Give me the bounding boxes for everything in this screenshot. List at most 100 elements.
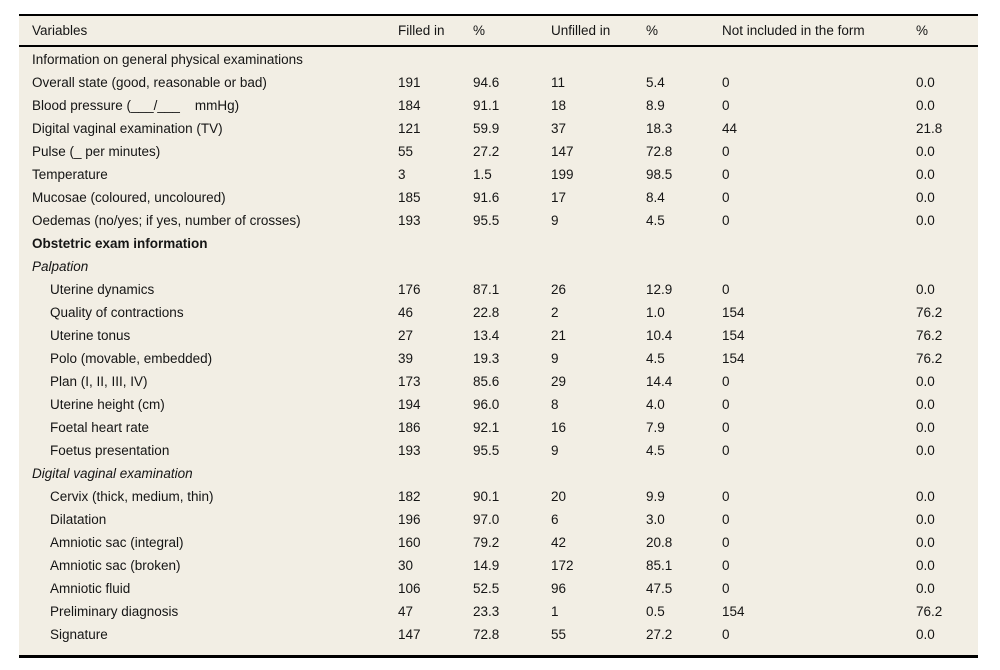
value-cell: 96 <box>551 581 567 596</box>
value-cell: 1 <box>551 604 559 619</box>
value-cell: 12.9 <box>646 282 673 297</box>
table-row: Preliminary diagnosis 47 23.3 1 0.5 154 76.2 <box>19 600 978 623</box>
variable-label: Digital vaginal examination <box>32 466 193 481</box>
value-cell: 44 <box>722 121 738 136</box>
value-cell: 22.8 <box>473 305 500 320</box>
value-cell: 154 <box>722 328 745 343</box>
value-cell: 27.2 <box>646 627 673 642</box>
value-cell: 90.1 <box>473 489 500 504</box>
value-cell: 0 <box>722 282 730 297</box>
value-cell: 0 <box>722 627 730 642</box>
value-cell: 23.3 <box>473 604 500 619</box>
table-row: Uterine tonus 27 13.4 21 10.4 154 76.2 <box>19 324 978 347</box>
value-cell: 1.0 <box>646 305 665 320</box>
value-cell: 0.0 <box>916 190 935 205</box>
table-row: Pulse (_ per minutes) 55 27.2 147 72.8 0 0.0 <box>19 140 978 163</box>
table-row: Oedemas (no/yes; if yes, number of cross… <box>19 209 978 232</box>
value-cell: 0.0 <box>916 213 935 228</box>
value-cell: 27 <box>398 328 414 343</box>
value-cell: 9.9 <box>646 489 665 504</box>
value-cell: 0.0 <box>916 512 935 527</box>
table-row: Digital vaginal examination <box>19 462 978 485</box>
table-row: Amniotic sac (integral) 160 79.2 42 20.8 0 0.0 <box>19 531 978 554</box>
value-cell: 194 <box>398 397 421 412</box>
value-cell: 0 <box>722 535 730 550</box>
table-row: Blood pressure (___/___ mmHg) 184 91.1 18 8.… <box>19 94 978 117</box>
variable-label: Polo (movable, embedded) <box>50 351 213 366</box>
value-cell: 0 <box>722 581 730 596</box>
value-cell: 27.2 <box>473 144 500 159</box>
form-completion-table: Variables Filled in % Unfilled in % Not … <box>19 14 978 658</box>
value-cell: 0 <box>722 98 730 113</box>
table-row: Temperature 3 1.5 199 98.5 0 0.0 <box>19 163 978 186</box>
value-cell: 154 <box>722 305 745 320</box>
value-cell: 87.1 <box>473 282 500 297</box>
value-cell: 37 <box>551 121 567 136</box>
value-cell: 97.0 <box>473 512 500 527</box>
value-cell: 154 <box>722 604 745 619</box>
value-cell: 95.5 <box>473 213 500 228</box>
value-cell: 76.2 <box>916 305 943 320</box>
value-cell: 76.2 <box>916 351 943 366</box>
value-cell: 0.0 <box>916 558 935 573</box>
value-cell: 18.3 <box>646 121 673 136</box>
column-header-filled-percent: % <box>473 23 486 38</box>
value-cell: 147 <box>551 144 574 159</box>
variable-label: Uterine dynamics <box>50 282 155 297</box>
value-cell: 0.0 <box>916 489 935 504</box>
value-cell: 0.0 <box>916 98 935 113</box>
table-row: Foetal heart rate 186 92.1 16 7.9 0 0.0 <box>19 416 978 439</box>
table-row: Plan (I, II, III, IV) 173 85.6 29 14.4 0 0.0 <box>19 370 978 393</box>
value-cell: 46 <box>398 305 414 320</box>
value-cell: 184 <box>398 98 421 113</box>
value-cell: 0 <box>722 443 730 458</box>
variable-label: Blood pressure (___/___ mmHg) <box>32 98 240 113</box>
value-cell: 72.8 <box>473 627 500 642</box>
value-cell: 154 <box>722 351 745 366</box>
value-cell: 193 <box>398 213 421 228</box>
value-cell: 26 <box>551 282 567 297</box>
value-cell: 8.4 <box>646 190 665 205</box>
value-cell: 0.0 <box>916 420 935 435</box>
value-cell: 0.0 <box>916 75 935 90</box>
value-cell: 19.3 <box>473 351 500 366</box>
variable-label: Information on general physical examinat… <box>32 52 303 67</box>
value-cell: 4.0 <box>646 397 665 412</box>
value-cell: 0 <box>722 190 730 205</box>
table-row: Quality of contractions 46 22.8 2 1.0 154 76.2 <box>19 301 978 324</box>
table-row: Signature 147 72.8 55 27.2 0 0.0 <box>19 623 978 646</box>
variable-label: Foetus presentation <box>50 443 170 458</box>
value-cell: 0.0 <box>916 374 935 389</box>
value-cell: 6 <box>551 512 559 527</box>
value-cell: 0 <box>722 213 730 228</box>
column-header-filled-in: Filled in <box>398 23 445 38</box>
value-cell: 39 <box>398 351 414 366</box>
variable-label: Signature <box>50 627 108 642</box>
value-cell: 91.1 <box>473 98 500 113</box>
value-cell: 55 <box>398 144 414 159</box>
value-cell: 106 <box>398 581 421 596</box>
value-cell: 0.0 <box>916 282 935 297</box>
variable-label: Cervix (thick, medium, thin) <box>50 489 214 504</box>
value-cell: 55 <box>551 627 567 642</box>
value-cell: 0 <box>722 374 730 389</box>
value-cell: 13.4 <box>473 328 500 343</box>
variable-label: Uterine tonus <box>50 328 131 343</box>
table-row: Amniotic fluid 106 52.5 96 47.5 0 0.0 <box>19 577 978 600</box>
table-row: Information on general physical examinat… <box>19 48 978 71</box>
value-cell: 147 <box>398 627 421 642</box>
value-cell: 8.9 <box>646 98 665 113</box>
value-cell: 9 <box>551 213 559 228</box>
value-cell: 3.0 <box>646 512 665 527</box>
value-cell: 172 <box>551 558 574 573</box>
table-body: Information on general physical examinat… <box>19 47 978 655</box>
value-cell: 11 <box>551 75 566 90</box>
table-row: Cervix (thick, medium, thin) 182 90.1 20 9.9… <box>19 485 978 508</box>
value-cell: 0 <box>722 420 730 435</box>
value-cell: 0.0 <box>916 443 935 458</box>
value-cell: 0.0 <box>916 627 935 642</box>
value-cell: 0.0 <box>916 397 935 412</box>
value-cell: 176 <box>398 282 421 297</box>
variable-label: Preliminary diagnosis <box>50 604 179 619</box>
table-row: Overall state (good, reasonable or bad) 1… <box>19 71 978 94</box>
